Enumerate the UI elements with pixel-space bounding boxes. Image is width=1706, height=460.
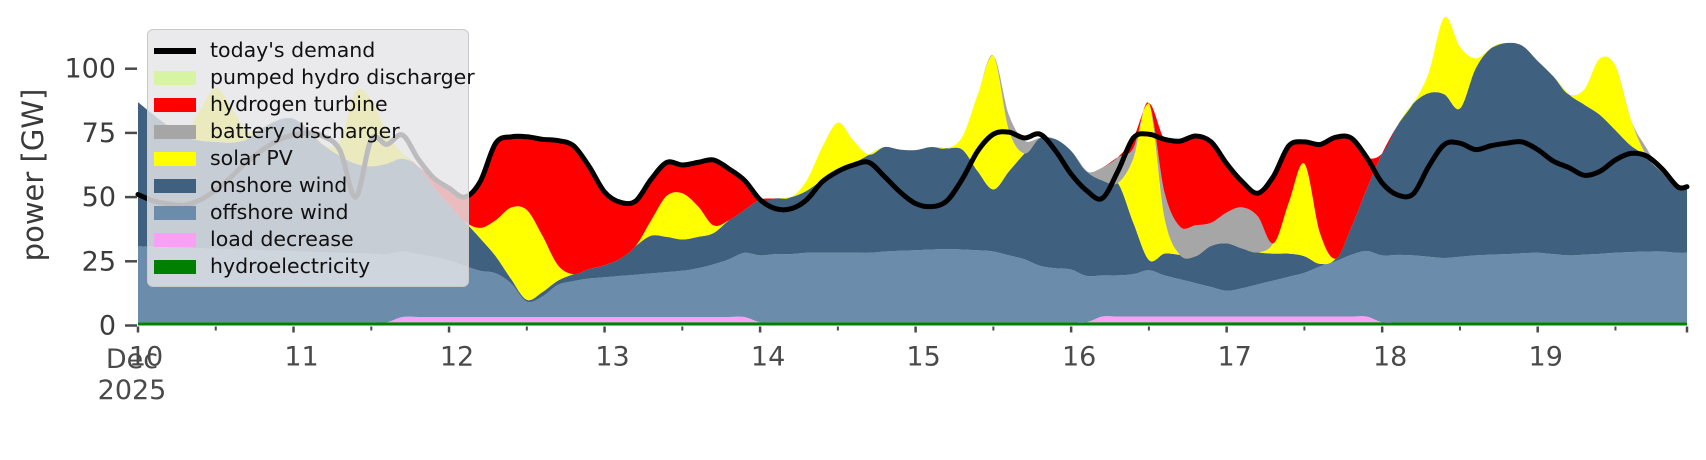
legend-label: onshore wind — [210, 173, 348, 197]
area-solar-PV — [138, 16, 1687, 301]
legend-label: hydrogen turbine — [210, 92, 388, 116]
hydroelectricity-swatch — [154, 259, 196, 274]
area-offshore-wind — [138, 246, 1687, 323]
legend-item-solar-pv: solar PV — [154, 145, 468, 172]
legend-item-load-decrease: load decrease — [154, 226, 468, 253]
legend-item-onshore-wind: onshore wind — [154, 172, 468, 199]
legend-label: load decrease — [210, 227, 354, 251]
legend-item-hydrogen-turbine: hydrogen turbine — [154, 91, 468, 118]
x-tick-label: 10 — [129, 342, 163, 373]
battery-discharger-swatch — [154, 124, 196, 139]
legend-box: today's demand pumped hydro discharger h… — [147, 29, 475, 287]
x-tick-label: 11 — [284, 342, 318, 373]
legend-item-hydroelectricity: hydroelectricity — [154, 253, 468, 280]
x-tick-label: 16 — [1062, 342, 1096, 373]
legend-item-offshore-wind: offshore wind — [154, 199, 468, 226]
y-tick-label: 25 — [82, 246, 116, 277]
solar-pv-swatch — [154, 151, 196, 166]
x-tick-label: 17 — [1217, 342, 1251, 373]
x-tick-label: 13 — [595, 342, 629, 373]
onshore-wind-swatch — [154, 178, 196, 193]
legend-label: battery discharger — [210, 119, 400, 143]
y-axis-label: power [GW] — [16, 88, 50, 262]
x-tick-label: 12 — [440, 342, 474, 373]
legend-label: pumped hydro discharger — [210, 65, 475, 89]
x-tick-label: 19 — [1529, 342, 1563, 373]
hydrogen-turbine-swatch — [154, 97, 196, 112]
y-tick-label: 75 — [82, 118, 116, 149]
legend-item-todays-demand: today's demand — [154, 37, 468, 64]
x-tick-label: 15 — [906, 342, 940, 373]
date-month: Dec — [105, 344, 159, 375]
legend-label: today's demand — [210, 38, 376, 62]
y-tick-label: 50 — [82, 182, 116, 213]
y-tick-label: 0 — [99, 311, 116, 342]
area-load-decrease — [138, 316, 1687, 323]
legend-item-battery-discharger: battery discharger — [154, 118, 468, 145]
area-onshore-wind — [138, 42, 1687, 303]
load-decrease-swatch — [154, 232, 196, 247]
y-tick-label: 100 — [64, 54, 116, 85]
area-hydroelectricity — [138, 322, 1687, 326]
x-tick-label: 18 — [1373, 342, 1407, 373]
offshore-wind-swatch — [154, 205, 196, 220]
legend-label: hydroelectricity — [210, 254, 371, 278]
legend-label: solar PV — [210, 146, 293, 170]
date-year: 2025 — [97, 375, 167, 406]
demand-line-swatch — [154, 47, 196, 54]
pumped-hydro-swatch — [154, 70, 196, 85]
legend-label: offshore wind — [210, 200, 349, 224]
legend-item-pumped-hydro-discharger: pumped hydro discharger — [154, 64, 475, 91]
x-axis-date-label: Dec 2025 — [62, 344, 202, 406]
x-tick-label: 14 — [751, 342, 785, 373]
